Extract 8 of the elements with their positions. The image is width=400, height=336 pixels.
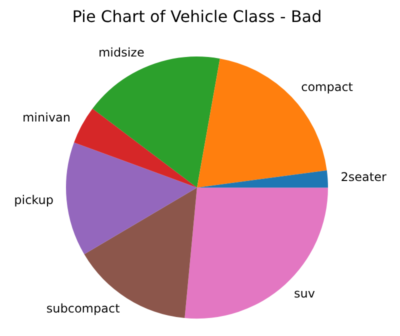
slice-label: subcompact [46,301,120,316]
chart-title: Pie Chart of Vehicle Class - Bad [72,6,322,26]
slice-label: minivan [22,110,71,125]
slice-label: 2seater [340,170,386,184]
slice-label: suv [294,286,315,300]
slice-label: midsize [98,46,144,60]
slice-label: pickup [14,192,54,207]
slice-label: compact [301,80,354,94]
